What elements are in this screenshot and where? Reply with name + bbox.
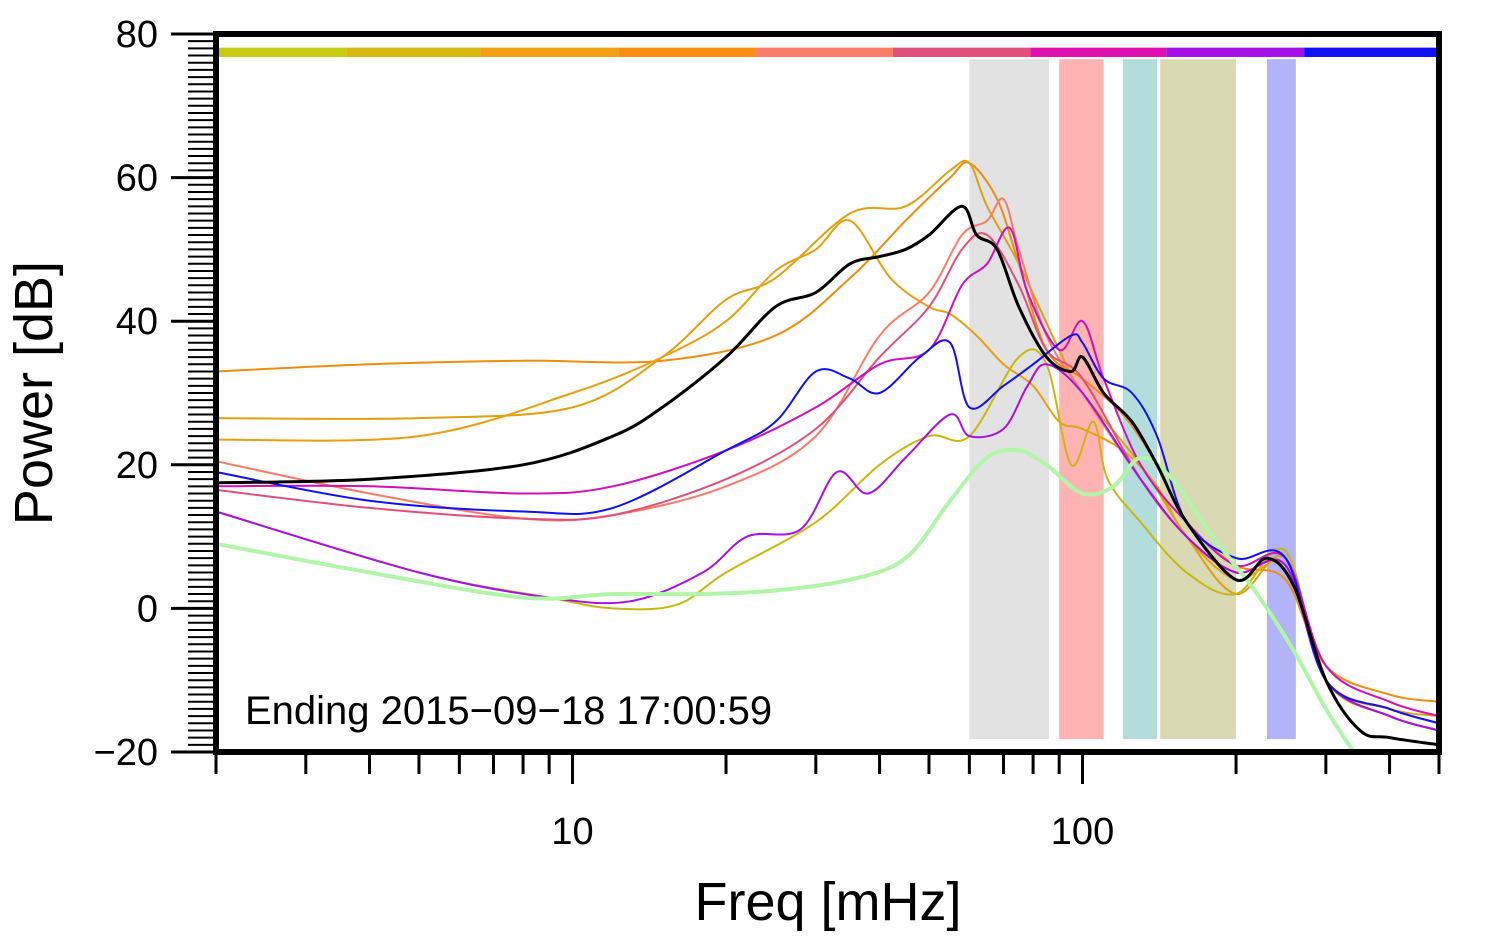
y-axis-title: Power [dB]	[4, 261, 64, 525]
band-1	[1059, 59, 1104, 740]
y-tick-label: 40	[116, 301, 158, 343]
y-tick-label: 60	[116, 158, 158, 200]
y-tick-label: −20	[94, 732, 158, 774]
colorbar-segment-4	[756, 47, 893, 57]
series-lines	[214, 159, 1441, 754]
series-orange-flat	[215, 161, 1440, 703]
y-tick-label: 20	[116, 445, 158, 487]
band-2	[1122, 59, 1158, 740]
series-gold-mid	[215, 219, 1440, 725]
frequency-bands	[969, 59, 1296, 740]
band-3	[1160, 59, 1237, 740]
series-green-model	[214, 447, 1356, 754]
band-4	[1266, 59, 1296, 740]
colorbar-segment-6	[1030, 47, 1167, 57]
series-black-median	[214, 204, 1441, 747]
series-blue-1	[215, 333, 1440, 725]
colorbar-segment-0	[216, 47, 347, 57]
x-tick-label: 100	[1051, 811, 1114, 853]
series-magenta-1	[215, 226, 1440, 718]
top-color-bar	[216, 47, 1439, 57]
y-tick-label: 80	[116, 14, 158, 56]
series-gold-low	[215, 348, 1440, 732]
y-axis-ticks: 80 60 40 20 0 −20	[94, 14, 216, 774]
x-tick-label: 10	[551, 811, 593, 853]
x-axis-title: Freq [mHz]	[694, 872, 961, 932]
series-purple-1	[215, 363, 1440, 732]
colorbar-segment-8	[1304, 47, 1439, 57]
band-0	[969, 59, 1050, 740]
colorbar-segment-1	[346, 47, 481, 57]
x-axis-ticks: 10 100	[214, 752, 1441, 853]
ending-timestamp: Ending 2015−09−18 17:00:59	[245, 689, 772, 733]
colorbar-segment-2	[480, 47, 619, 57]
colorbar-segment-5	[892, 47, 1031, 57]
colorbar-segment-7	[1166, 47, 1305, 57]
y-tick-label: 0	[137, 588, 158, 630]
colorbar-segment-3	[618, 47, 757, 57]
